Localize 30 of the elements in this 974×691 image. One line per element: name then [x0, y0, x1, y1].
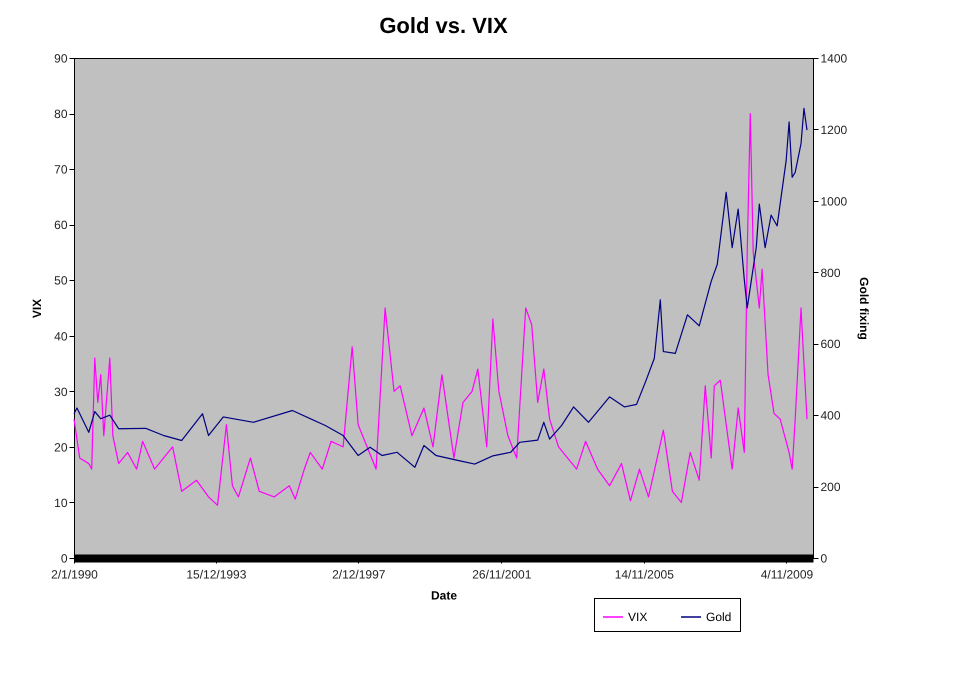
y-tick-label: 0 [60, 552, 68, 566]
y-tick-label: 50 [54, 274, 68, 288]
x-axis-title: Date [430, 588, 458, 602]
y2-tick-label: 1200 [820, 122, 848, 137]
y-tick-label: 40 [54, 329, 68, 344]
y-tick-label: 60 [54, 218, 68, 232]
y-axis-title: VIX [30, 298, 44, 318]
y-tick-label: 30 [54, 384, 68, 399]
y-tick-label: 10 [54, 496, 68, 510]
y-tick-label: 70 [54, 162, 68, 177]
y2-tick-label: 0 [820, 552, 828, 566]
x-tick-label: 4/11/2009 [760, 568, 814, 582]
y2-tick-label: 800 [820, 266, 841, 280]
legend-label: VIX [628, 610, 648, 624]
x-tick-label: 26/11/2001 [472, 568, 532, 582]
y-tick-label: 90 [54, 52, 68, 66]
y2-axis-title: Gold fixing [857, 277, 872, 340]
y2-tick-label: 200 [820, 480, 841, 494]
x-tick-label: 2/1/1990 [51, 568, 98, 582]
y-tick-label: 80 [54, 107, 68, 122]
y2-tick-label: 1000 [820, 194, 848, 208]
chart-title: Gold vs. VIX [379, 13, 508, 38]
x-tick-label: 2/12/1997 [332, 568, 386, 582]
y2-tick-label: 400 [820, 408, 841, 423]
x-tick-label: 14/11/2005 [614, 568, 674, 582]
legend-label: Gold [706, 610, 732, 624]
x-tick-label: 15/12/1993 [186, 568, 247, 582]
y2-tick-label: 600 [820, 337, 841, 352]
y-tick-label: 20 [54, 440, 68, 454]
y2-tick-label: 1400 [820, 52, 848, 66]
